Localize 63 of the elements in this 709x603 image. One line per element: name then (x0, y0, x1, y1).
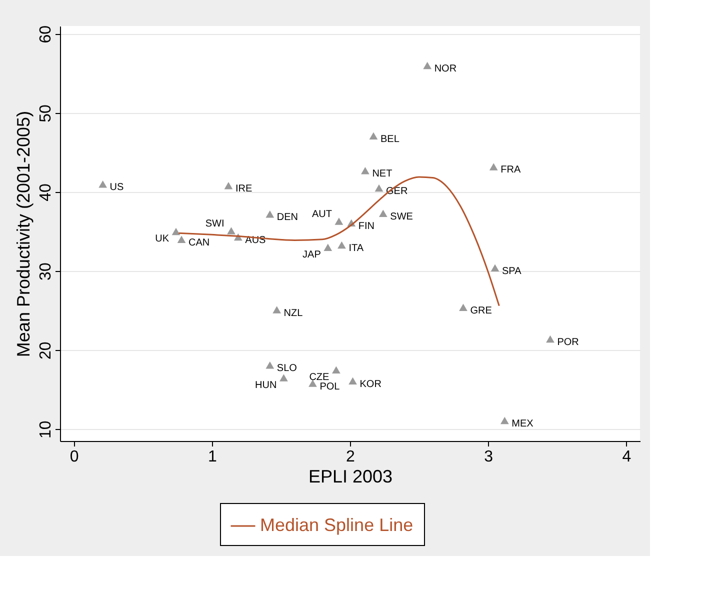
point (324, 244, 332, 251)
point (500, 416, 509, 424)
point (332, 366, 340, 374)
data-label: JAP (302, 249, 322, 260)
data-label: IRE (235, 184, 252, 195)
data-label: SWE (390, 211, 414, 222)
data-label: HUN (255, 380, 277, 391)
data-label: AUT (312, 209, 332, 220)
x-tick-label: 2 (346, 448, 356, 466)
point (334, 218, 344, 225)
point (361, 167, 370, 174)
point (423, 62, 432, 70)
data-label: FRA (500, 164, 521, 176)
point (489, 163, 498, 170)
point (266, 210, 274, 218)
point (369, 132, 378, 140)
point (272, 306, 281, 314)
y-tick-label: 50 (38, 104, 54, 122)
data-label: NET (372, 168, 392, 180)
data-label: SWI (205, 218, 224, 230)
y-tick-label: 20 (38, 342, 54, 360)
data-label: CZE (309, 372, 330, 383)
point (459, 304, 468, 312)
x-tick-label: 0 (70, 448, 79, 466)
legend-label: Median Spline Line (260, 515, 414, 535)
point (172, 228, 180, 236)
point (348, 377, 357, 385)
data-label: GRE (470, 305, 492, 316)
point (378, 210, 388, 217)
data-label: UK (155, 234, 170, 245)
x-tick-label: 3 (484, 448, 494, 466)
point (546, 335, 554, 343)
point (224, 182, 233, 190)
x-axis-title: EPLI 2003 (308, 466, 393, 486)
y-tick-label: 40 (38, 184, 54, 202)
point (98, 180, 107, 188)
x-tick-label: 1 (208, 448, 217, 466)
data-label: MEX (512, 418, 534, 430)
data-label: NOR (434, 64, 457, 75)
data-label: CAN (188, 237, 210, 248)
data-label: POL (320, 381, 340, 392)
data-label: ITA (348, 242, 364, 254)
point (280, 374, 288, 382)
point (338, 241, 346, 249)
data-label: POR (557, 337, 579, 348)
point (227, 227, 236, 234)
x-tick-label: 4 (622, 448, 632, 466)
point (374, 184, 384, 192)
y-axis-title: Mean Productivity (2001-2005) (14, 110, 34, 358)
point (266, 361, 274, 369)
data-label: US (110, 182, 124, 194)
y-tick-label: 30 (38, 262, 54, 280)
data-label: SLO (276, 363, 298, 374)
point (177, 236, 186, 244)
data-label: NZL (284, 308, 304, 319)
data-label: DEN (276, 212, 298, 224)
y-tick-label: 60 (38, 25, 54, 44)
data-label: KOR (360, 378, 382, 390)
data-label: FIN (358, 220, 374, 232)
data-label: SPA (502, 266, 522, 277)
point (490, 264, 500, 272)
data-label: BEL (380, 134, 400, 145)
y-tick-label: 10 (38, 420, 54, 439)
